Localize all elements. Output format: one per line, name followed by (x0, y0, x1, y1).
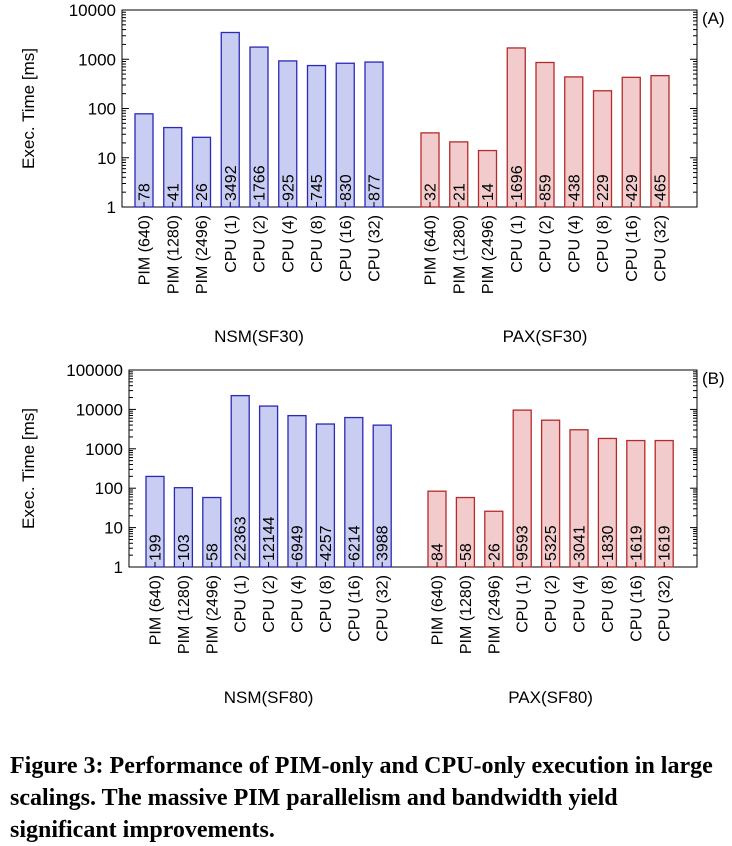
category-label: PIM (2496) (194, 215, 211, 294)
category-label: CPU (8) (600, 575, 617, 633)
y-tick-label: 10000 (69, 1, 116, 20)
bar-value-label: 1619 (657, 525, 674, 561)
category-label: PIM (2496) (480, 215, 497, 294)
y-tick-label: 1000 (78, 50, 116, 69)
bar-value-label: 438 (566, 174, 583, 201)
category-label: PIM (640) (137, 215, 154, 285)
y-tick-label: 1000 (85, 440, 123, 459)
bar-value-label: 199 (148, 534, 165, 561)
panel-label: (A) (702, 9, 725, 28)
bar-value-label: 1830 (600, 525, 617, 561)
category-label: CPU (1) (509, 215, 526, 273)
y-tick-label: 100 (88, 100, 116, 119)
y-tick-label: 10 (97, 149, 116, 168)
bar-value-label: 1766 (252, 165, 269, 201)
category-label: CPU (16) (346, 575, 363, 642)
y-tick-label: 100 (95, 479, 123, 498)
bar-value-label: 877 (367, 174, 384, 201)
bar-value-label: 5325 (543, 525, 560, 561)
category-label: CPU (4) (572, 575, 589, 633)
group-label: NSM(SF80) (224, 688, 314, 707)
category-label: CPU (2) (252, 215, 269, 273)
category-label: CPU (1) (515, 575, 532, 633)
bar-value-label: 6949 (290, 525, 307, 561)
category-label: CPU (16) (624, 215, 641, 282)
bar-value-label: 58 (204, 543, 221, 561)
bar-value-label: 3988 (375, 525, 392, 561)
bar-value-label: 32 (423, 183, 440, 201)
y-tick-label: 10000 (76, 400, 123, 419)
bar-value-label: 465 (653, 174, 670, 201)
category-label: PIM (2496) (204, 575, 221, 654)
category-label: PIM (640) (423, 215, 440, 285)
category-label: PIM (1280) (176, 575, 193, 654)
bar-value-label: 429 (624, 174, 641, 201)
bar-value-label: 229 (595, 174, 612, 201)
bar-value-label: 1696 (509, 165, 526, 201)
y-tick-label: 1 (107, 198, 116, 217)
category-label: PIM (640) (148, 575, 165, 645)
y-tick-label: 1 (114, 558, 123, 577)
category-label: CPU (2) (261, 575, 278, 633)
category-label: CPU (8) (595, 215, 612, 273)
category-label: CPU (8) (318, 575, 335, 633)
category-label: PIM (2496) (486, 575, 503, 654)
category-label: CPU (16) (628, 575, 645, 642)
category-label: CPU (4) (280, 215, 297, 273)
bar-value-label: 14 (480, 183, 497, 201)
bar-value-label: 745 (309, 174, 326, 201)
category-label: CPU (16) (338, 215, 355, 282)
category-label: CPU (1) (223, 215, 240, 273)
bar-value-label: 21 (451, 183, 468, 201)
category-label: PIM (1280) (165, 215, 182, 294)
group-label: PAX(SF30) (503, 327, 588, 346)
bar-value-label: 9593 (515, 525, 532, 561)
y-tick-label: 100000 (66, 361, 123, 380)
category-label: CPU (32) (375, 575, 392, 642)
category-label: CPU (2) (543, 575, 560, 633)
y-axis-label: Exec. Time [ms] (19, 408, 38, 529)
bar-value-label: 12144 (261, 516, 278, 561)
bar-value-label: 26 (194, 183, 211, 201)
bar-value-label: 1619 (628, 525, 645, 561)
bar-value-label: 84 (430, 543, 447, 561)
category-label: CPU (32) (657, 575, 674, 642)
group-label: PAX(SF80) (508, 688, 593, 707)
bar-value-label: 58 (458, 543, 475, 561)
group-label: NSM(SF30) (214, 327, 304, 346)
bar-value-label: 3492 (223, 165, 240, 201)
bar-value-label: 41 (165, 183, 182, 201)
bar-value-label: 103 (176, 534, 193, 561)
category-label: CPU (4) (566, 215, 583, 273)
panel-label: (B) (702, 369, 725, 388)
bar-value-label: 4257 (318, 525, 335, 561)
category-label: PIM (640) (430, 575, 447, 645)
bar-value-label: 830 (338, 174, 355, 201)
bar-value-label: 925 (280, 174, 297, 201)
y-axis-label: Exec. Time [ms] (19, 48, 38, 169)
category-label: CPU (32) (367, 215, 384, 282)
figure-caption: Figure 3: Performance of PIM-only and CP… (10, 753, 713, 843)
bar-value-label: 22363 (233, 516, 250, 561)
bar-value-label: 859 (538, 174, 555, 201)
bar-value-label: 6214 (346, 525, 363, 561)
figure: 1 10 100 1000 10000 Exec. Time [ms] (A) 78 PIM (… (19, 1, 725, 707)
category-label: CPU (1) (233, 575, 250, 633)
bar-value-label: 3041 (572, 525, 589, 561)
y-tick-label: 10 (104, 519, 123, 538)
category-label: PIM (1280) (458, 575, 475, 654)
bar-value-label: 26 (486, 543, 503, 561)
plot-frame (128, 369, 698, 568)
bar-value-label: 78 (137, 183, 154, 201)
category-label: CPU (4) (290, 575, 307, 633)
category-label: PIM (1280) (451, 215, 468, 294)
category-label: CPU (8) (309, 215, 326, 273)
category-label: CPU (32) (653, 215, 670, 282)
category-label: CPU (2) (538, 215, 555, 273)
